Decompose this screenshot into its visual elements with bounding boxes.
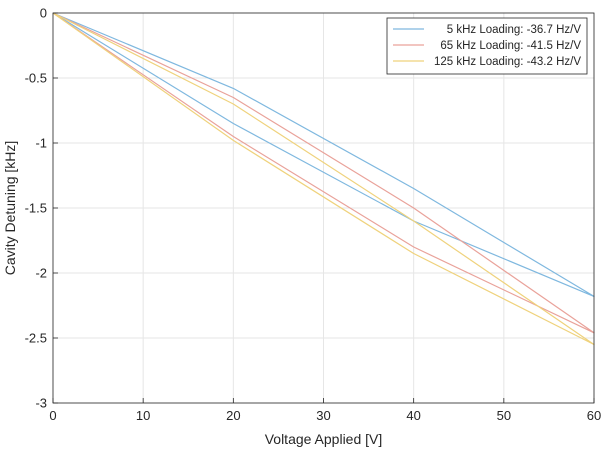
y-tick-label: -0.5 <box>25 71 47 86</box>
y-axis-label: Cavity Detuning [kHz] <box>2 141 18 276</box>
x-tick-label: 50 <box>497 408 511 423</box>
y-tick-label: -3 <box>35 396 47 411</box>
legend-label-2: 65 kHz Loading: -41.5 Hz/V <box>440 40 581 52</box>
x-tick-label: 30 <box>316 408 330 423</box>
y-tick-label: -1.5 <box>25 201 47 216</box>
axes: 0 10 20 30 40 50 60 0 -0.5 -1 -1.5 -2 -2.5 -3 <box>25 6 602 424</box>
x-tick-label: 60 <box>587 408 601 423</box>
legend: 5 kHz Loading: -36.7 Hz/V 65 kHz Loading:… <box>386 17 588 75</box>
x-tick-label: 10 <box>136 408 150 423</box>
legend-box <box>386 17 588 75</box>
x-tick-label: 0 <box>49 408 56 423</box>
legend-label-3: 125 kHz Loading: -43.2 Hz/V <box>434 56 581 68</box>
y-tick-label: -1 <box>35 136 47 151</box>
y-tick-label: -2 <box>35 266 47 281</box>
y-tick-label: 0 <box>40 6 47 21</box>
x-axis-label: Voltage Applied [V] <box>265 431 383 447</box>
y-tick-label: -2.5 <box>25 331 47 346</box>
legend-label-1: 5 kHz Loading: -36.7 Hz/V <box>447 24 582 36</box>
x-tick-label: 40 <box>406 408 420 423</box>
x-tick-label: 20 <box>226 408 240 423</box>
